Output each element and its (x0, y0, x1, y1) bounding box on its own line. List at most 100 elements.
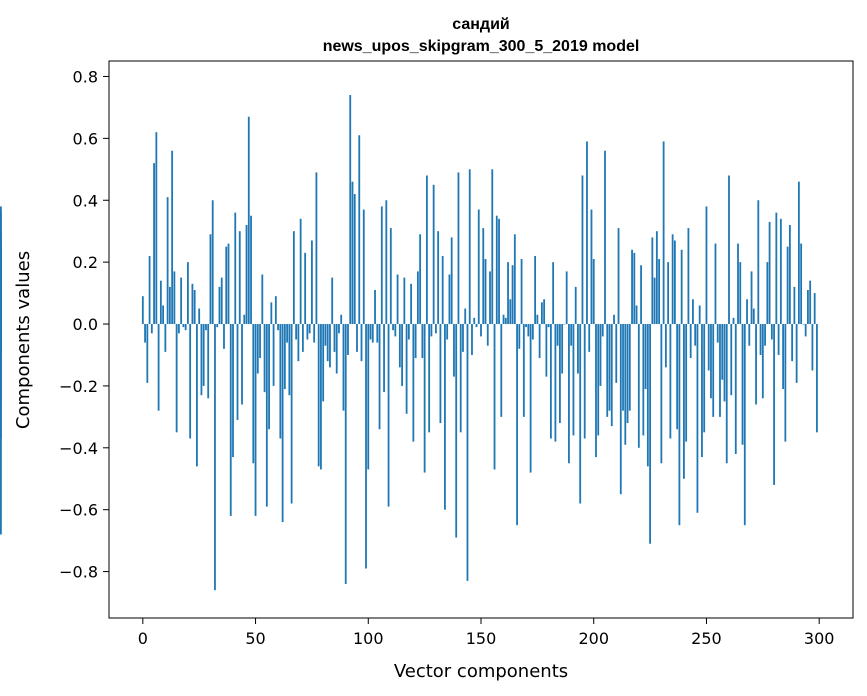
bar (358, 135, 361, 325)
bar (626, 324, 629, 424)
bar (475, 324, 478, 328)
bar (568, 324, 570, 464)
bar (313, 324, 316, 343)
bar (441, 255, 444, 325)
bar (543, 299, 546, 325)
bar (701, 324, 703, 458)
bar (175, 324, 178, 433)
bar (299, 218, 302, 325)
bar (389, 228, 392, 325)
bar (599, 324, 602, 386)
bar (407, 324, 410, 340)
bar (462, 324, 464, 352)
bar (714, 243, 717, 325)
bar (0, 324, 2, 352)
bar (283, 324, 286, 390)
bar (624, 324, 627, 445)
bar (184, 324, 187, 331)
bar (660, 324, 663, 464)
bar (0, 299, 2, 325)
bar (243, 314, 246, 325)
bar (376, 324, 379, 343)
bar (786, 246, 789, 325)
bar (403, 277, 406, 325)
bar (800, 243, 803, 325)
bar (214, 324, 216, 591)
bar (710, 324, 712, 399)
bar (622, 324, 624, 411)
bar (757, 200, 760, 325)
bar (730, 324, 733, 396)
bar (586, 141, 588, 325)
bar (347, 324, 349, 355)
bar (486, 324, 489, 346)
bar (556, 324, 559, 346)
bar (511, 265, 514, 325)
bar (579, 324, 582, 504)
bar (631, 249, 633, 325)
bar (489, 271, 491, 325)
bar (680, 249, 683, 325)
bar (694, 324, 697, 346)
bar (166, 197, 169, 325)
bar (304, 252, 307, 325)
bar (504, 317, 507, 325)
bar (793, 286, 796, 325)
bar (795, 324, 798, 383)
bar (773, 324, 775, 485)
bar (588, 324, 591, 352)
bar (615, 324, 618, 383)
bar (421, 324, 424, 359)
bar (613, 314, 615, 325)
bar (265, 324, 268, 507)
bar (802, 324, 805, 325)
bar (752, 308, 755, 325)
y-tick-label: 0.6 (73, 129, 98, 148)
bar (662, 141, 665, 325)
bar (292, 231, 295, 325)
plot-frame (108, 60, 854, 619)
bar (387, 324, 390, 507)
bar (279, 324, 282, 439)
bar (0, 271, 2, 325)
bar (412, 324, 415, 442)
bar (788, 225, 791, 325)
bar (678, 324, 681, 526)
bar (396, 274, 399, 325)
bar (732, 317, 735, 325)
bar (425, 175, 428, 325)
bar (570, 324, 573, 346)
bar (324, 324, 327, 346)
bar (464, 308, 467, 325)
bar (633, 252, 636, 325)
bar (200, 324, 203, 396)
bar (707, 324, 710, 371)
bar (689, 324, 692, 359)
bar (398, 324, 401, 368)
bar (351, 181, 354, 325)
y-tick-label: −0.6 (59, 501, 98, 520)
bar (162, 305, 165, 325)
bar (531, 324, 534, 340)
bar (225, 246, 228, 325)
bar (816, 324, 818, 433)
bar (664, 324, 667, 368)
bar (252, 324, 255, 464)
bar (227, 243, 230, 325)
bar (236, 324, 239, 420)
bar (683, 324, 685, 479)
bar (157, 324, 160, 411)
bar (180, 277, 183, 325)
bar (644, 324, 647, 390)
bar (232, 324, 234, 458)
bar (637, 324, 640, 448)
bar (516, 324, 518, 526)
bar (502, 314, 505, 325)
bar (229, 324, 232, 516)
bar (761, 324, 764, 399)
bar (198, 308, 201, 325)
bar (177, 324, 180, 334)
bar (482, 228, 485, 325)
bar (410, 283, 413, 325)
